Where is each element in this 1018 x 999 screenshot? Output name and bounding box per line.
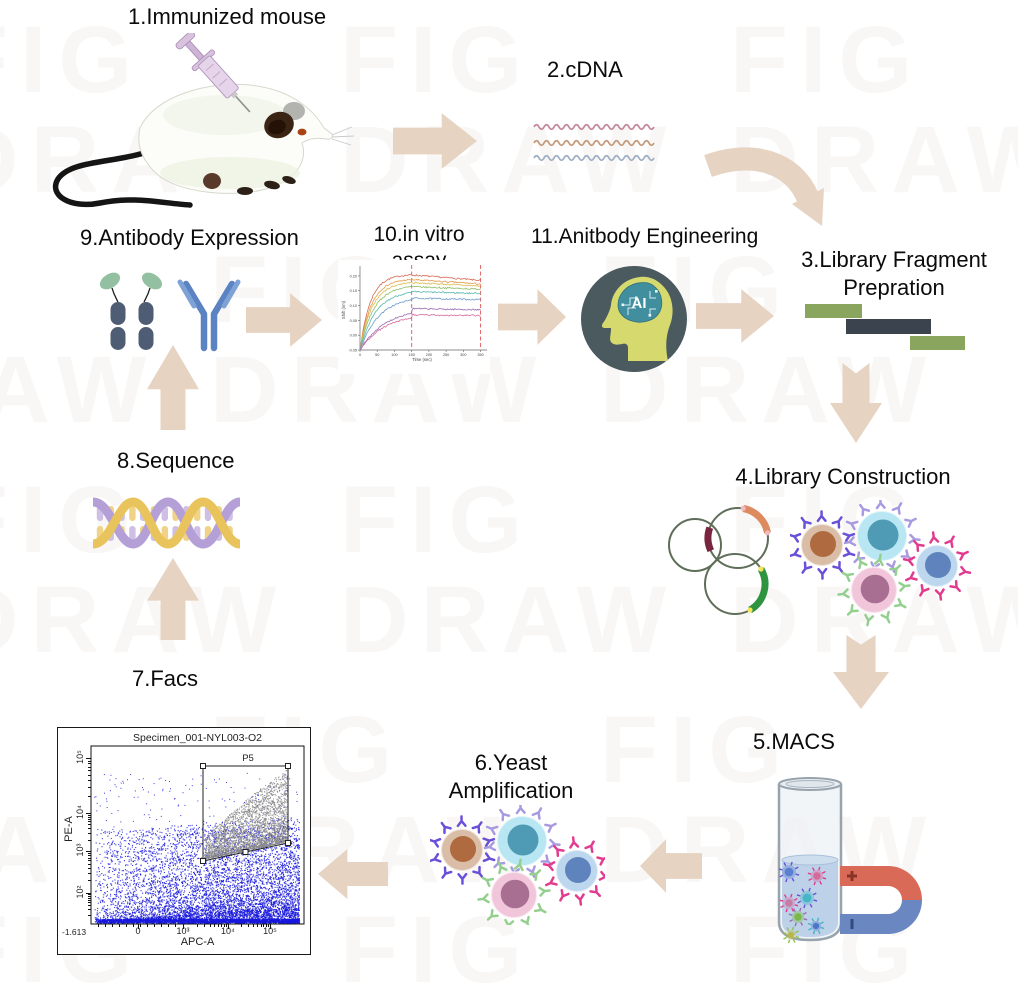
antibody-expression-icon xyxy=(88,262,243,354)
facs-xaxis-label: APC-A xyxy=(180,936,215,948)
svg-text:Time (sec): Time (sec) xyxy=(412,357,432,362)
yeast-display-cells-icon xyxy=(788,497,990,635)
facs-plot: Specimen_001-NYL003-O2 P5 10⁵ 10⁴ 10³ 10… xyxy=(57,727,311,955)
facs-plot-title: Specimen_001-NYL003-O2 xyxy=(133,732,262,744)
svg-text:100: 100 xyxy=(391,353,397,357)
dna-helix-icon xyxy=(88,488,248,560)
step10-label-line1: 10.in vitro xyxy=(373,223,465,246)
facs-ytick-1e4: 10⁴ xyxy=(75,805,85,819)
svg-text:0.00: 0.00 xyxy=(350,334,357,338)
step8-label: 8.Sequence xyxy=(117,448,235,473)
facs-xtick-0: 0 xyxy=(135,926,141,936)
svg-text:0.10: 0.10 xyxy=(350,304,357,308)
facs-xtick-1e5: 10⁵ xyxy=(263,926,277,936)
step7-label: 7.Facs xyxy=(132,666,199,691)
step3-label-line1: 3.Library Fragment xyxy=(801,247,987,272)
svg-text:50: 50 xyxy=(375,353,379,357)
plasmid-circles-icon xyxy=(660,500,785,625)
step6-label-line2: Amplification xyxy=(448,778,574,803)
svg-text:AI: AI xyxy=(632,295,647,312)
step3-label-line2: Prepration xyxy=(843,275,945,300)
cdna-strands-icon xyxy=(532,118,657,168)
library-fragment-bar-2 xyxy=(846,319,931,334)
svg-text:250: 250 xyxy=(443,353,449,357)
step9-label: 9.Antibody Expression xyxy=(80,225,299,250)
in-vitro-binding-chart: -0.05 0.00 0.05 0.10 0.15 0.20 0 50 100 150 200 250… xyxy=(338,260,490,374)
facs-scatter-canvas xyxy=(58,728,310,954)
step2-label: 2.cDNA xyxy=(547,57,623,82)
facs-yaxis-label: PE-A xyxy=(63,816,75,842)
library-fragment-bar-3 xyxy=(910,336,965,350)
svg-text:300: 300 xyxy=(460,353,466,357)
step4-label: 4.Library Construction xyxy=(735,464,951,489)
library-fragment-bar-1 xyxy=(805,304,862,318)
svg-text:350: 350 xyxy=(477,353,483,357)
facs-ytick-1e3: 10³ xyxy=(75,843,85,857)
immunized-mouse-illustration xyxy=(40,31,360,218)
step5-label: 5.MACS xyxy=(753,729,835,754)
facs-xtick-1e4: 10⁴ xyxy=(221,926,235,936)
svg-text:0.20: 0.20 xyxy=(350,274,357,278)
step11-label: 11.Anitbody Engineering xyxy=(531,225,759,248)
svg-text:0.15: 0.15 xyxy=(350,289,357,293)
step1-label: 1.Immunized mouse xyxy=(128,4,327,29)
arrow-step2-to-step3-curved-icon xyxy=(698,140,830,235)
svg-text:150: 150 xyxy=(408,353,414,357)
facs-gate-label: P5 xyxy=(242,753,254,764)
ai-head-icon: AI xyxy=(578,263,690,375)
facs-ytick-1e2: 10² xyxy=(75,885,85,899)
svg-text:0: 0 xyxy=(359,353,361,357)
macs-test-tube-icon xyxy=(765,772,855,952)
svg-text:-0.05: -0.05 xyxy=(348,348,357,352)
svg-text:0.05: 0.05 xyxy=(350,319,357,323)
facs-xtick-1e3: 10³ xyxy=(176,926,190,936)
svg-text:200: 200 xyxy=(426,353,432,357)
macs-magnet-icon xyxy=(838,858,928,943)
facs-axis-min-label: -1.613 xyxy=(62,927,87,937)
svg-text:Shift (nm): Shift (nm) xyxy=(341,300,346,319)
step6-label-line1: 6.Yeast xyxy=(474,750,548,775)
facs-ytick-1e5: 10⁵ xyxy=(75,750,85,764)
yeast-amplification-cells-icon xyxy=(428,802,612,932)
